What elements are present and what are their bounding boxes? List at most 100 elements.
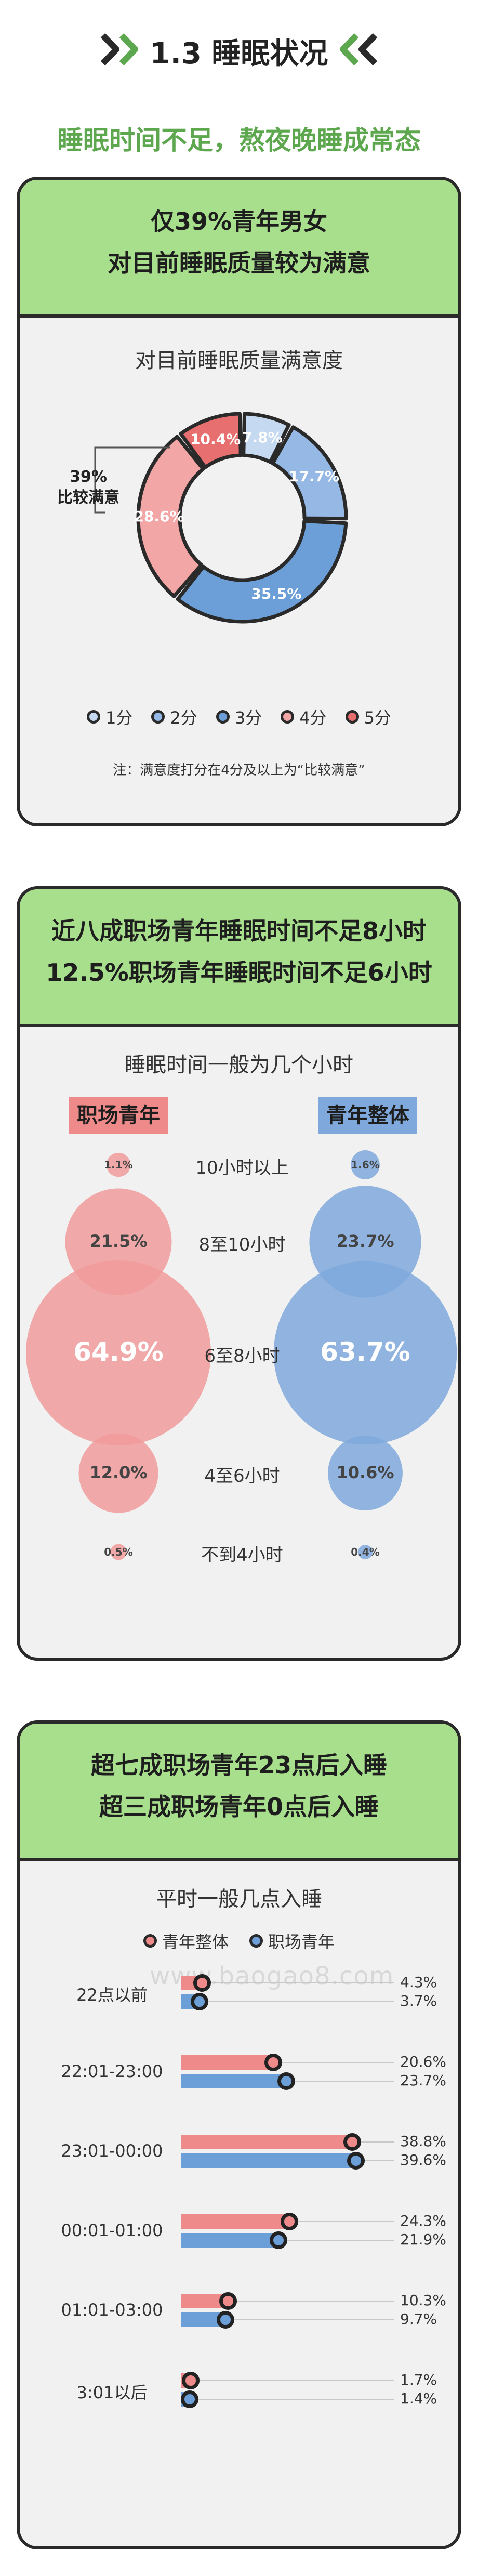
legend-swatch — [249, 1934, 263, 1948]
bar-legend: 青年整体 职场青年 — [20, 1929, 458, 1953]
bar-value: 1.4% — [400, 2390, 437, 2407]
bar-value: 24.3% — [400, 2212, 446, 2229]
overall-bubble — [273, 1261, 457, 1445]
sleep-duration-card: 近八成职场青年睡眠时间不足8小时 12.5%职场青年睡眠时间不足6小时 睡眠时间… — [17, 886, 461, 1661]
legend-item: 3分 — [216, 705, 262, 729]
bedtime-category-label: 01:01-03:00 — [61, 2300, 163, 2320]
bar-track — [181, 2319, 394, 2320]
legend-item: 4分 — [281, 705, 327, 729]
bar-track — [181, 2001, 394, 2002]
donut-slice-5 — [179, 412, 243, 469]
workplace-bar — [181, 2312, 223, 2327]
callout-value: 39% — [70, 468, 107, 486]
double-chevron-right-icon — [100, 33, 138, 66]
overall-bubble — [351, 1150, 380, 1179]
workplace-bar — [181, 2233, 276, 2248]
bar-value: 9.7% — [400, 2310, 437, 2328]
bubble-value: 0.5% — [104, 1545, 133, 1558]
sleep-category-label: 4至6小时 — [204, 1466, 280, 1487]
legend-swatch — [281, 710, 295, 724]
bar-value: 20.6% — [400, 2053, 446, 2070]
bar-end-knob — [347, 2152, 365, 2170]
footnote: 注：满意度打分在4分及以上为“比较满意” — [113, 763, 365, 778]
bedtime-category-label: 22点以前 — [76, 1985, 148, 2005]
bar-track — [181, 2062, 394, 2063]
bar-value: 38.8% — [400, 2133, 446, 2150]
legend-item: 1分 — [87, 705, 132, 729]
bar-end-knob — [270, 2231, 288, 2249]
bubble-value: 23.7% — [336, 1231, 394, 1252]
donut-legend: 1分 2分 3分 4分 5分 — [20, 705, 458, 729]
chart-title: 平时一般几点入睡 — [156, 1887, 322, 1911]
satisfaction-card: 仅39%青年男女 对目前睡眠质量较为满意 对目前睡眠质量满意度 7.8% 17.7… — [17, 177, 461, 826]
bar-end-knob — [280, 2213, 298, 2230]
bar-end-knob — [193, 1974, 211, 1992]
overall-bar — [181, 2214, 287, 2229]
card-header: 近八成职场青年睡眠时间不足8小时 12.5%职场青年睡眠时间不足6小时 — [20, 889, 458, 1027]
bar-end-knob — [180, 2390, 198, 2408]
overall-bubble — [358, 1545, 373, 1559]
bar-end-knob — [219, 2292, 237, 2310]
tag-workplace-youth: 职场青年 — [69, 1097, 168, 1134]
card-header: 超七成职场青年23点后入睡 超三成职场青年0点后入睡 — [20, 1724, 458, 1861]
donut-slice-label: 28.6% — [134, 508, 184, 525]
card-header-line-1: 近八成职场青年睡眠时间不足8小时 — [51, 917, 427, 945]
bedtime-category-label: 23:01-00:00 — [61, 2141, 163, 2161]
callout-label: 比较满意 — [57, 489, 120, 507]
sleep-category-label: 10小时以上 — [195, 1158, 289, 1178]
workplace-bubble — [110, 1544, 127, 1560]
sleep-category-label: 6至8小时 — [204, 1346, 280, 1366]
legend-label: 3分 — [234, 708, 262, 728]
donut-chart: 7.8% 17.7% 35.5% 28.6% 10.4% — [94, 412, 348, 624]
bar-track — [181, 2380, 394, 2381]
bar-end-knob — [217, 2311, 235, 2329]
bar-value: 23.7% — [400, 2072, 446, 2089]
section-title: 1.3 睡眠状况 — [150, 37, 328, 71]
bar-value: 3.7% — [400, 1992, 437, 2009]
bedtime-category-label: 00:01-01:00 — [61, 2220, 163, 2240]
legend-swatch — [143, 1934, 157, 1948]
callout-text: 39% 比较满意 — [52, 467, 125, 508]
tag-all-youth: 青年整体 — [318, 1097, 417, 1134]
legend-label: 1分 — [105, 708, 133, 728]
bubble-value: 21.5% — [89, 1231, 148, 1252]
workplace-bar — [181, 2153, 353, 2168]
donut-slice-3 — [176, 519, 348, 624]
sleep-category-label: 不到4小时 — [201, 1545, 283, 1566]
bubble-chart — [26, 1150, 457, 1560]
bubble-value: 64.9% — [73, 1337, 164, 1367]
donut-slice-2 — [271, 425, 348, 521]
sleep-category-label: 8至10小时 — [198, 1234, 286, 1255]
bar-end-knob — [264, 2054, 282, 2071]
bar-track — [181, 1982, 394, 1983]
bedtime-card: 超七成职场青年23点后入睡 超三成职场青年0点后入睡 平时一般几点入睡 青年整体… — [17, 1720, 461, 2549]
bubble-value: 0.4% — [351, 1545, 380, 1558]
donut-slice-4 — [136, 435, 205, 598]
bubble-value: 1.1% — [104, 1158, 133, 1171]
donut-slice-label: 7.8% — [242, 429, 283, 446]
chart-title: 对目前睡眠质量满意度 — [135, 349, 343, 373]
workplace-bubble — [106, 1152, 131, 1177]
bubble-value: 1.6% — [351, 1158, 380, 1171]
legend-item: 青年整体 — [143, 1929, 229, 1953]
legend-label: 5分 — [364, 708, 391, 728]
section-header: 1.3 睡眠状况 睡眠时间不足，熬夜晚睡成常态 — [0, 0, 478, 156]
bubble-value: 12.0% — [89, 1463, 148, 1483]
legend-swatch — [87, 710, 101, 724]
bar-value: 1.7% — [400, 2371, 437, 2388]
bar-end-knob — [277, 2072, 296, 2090]
legend-label: 职场青年 — [268, 1932, 335, 1952]
legend-swatch — [345, 710, 359, 724]
callout-bracket — [94, 446, 170, 514]
bubble-value: 63.7% — [320, 1337, 410, 1367]
overall-bar — [181, 2294, 226, 2308]
bubble-value: 10.6% — [336, 1463, 394, 1483]
legend-label: 4分 — [299, 708, 327, 728]
bar-value: 21.9% — [400, 2231, 446, 2248]
chart-title: 睡眠时间一般为几个小时 — [125, 1053, 353, 1077]
overall-bubble — [328, 1436, 403, 1510]
donut-slice-label: 35.5% — [251, 585, 301, 602]
bar-end-knob — [190, 1993, 208, 2010]
legend-label: 2分 — [170, 708, 197, 728]
donut-slice-1 — [242, 412, 291, 464]
